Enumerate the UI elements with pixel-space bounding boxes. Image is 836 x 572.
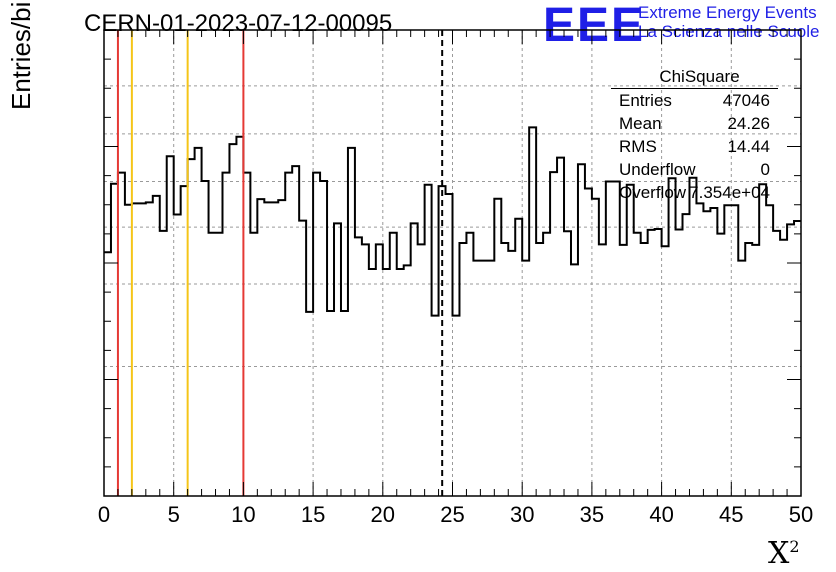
x-tick-label: 0	[98, 502, 110, 527]
x-tick-label: 30	[510, 502, 534, 527]
eee-logo: EEE	[543, 0, 646, 52]
x-axis-label-sup: 2	[789, 537, 800, 556]
stats-value: 7.354e+04	[689, 183, 770, 202]
x-tick-label: 5	[168, 502, 180, 527]
stats-label: Entries	[619, 91, 672, 110]
stats-label: Underflow	[619, 160, 696, 179]
x-tick-label: 50	[789, 502, 813, 527]
stats-row: RMS 14.44	[611, 135, 778, 158]
stats-row: Overflow 7.354e+04	[611, 181, 778, 204]
stats-value: 0	[760, 160, 770, 179]
x-axis-label: X2	[768, 536, 800, 571]
histogram-series	[104, 126, 801, 317]
stats-box: ChiSquare Entries 47046 Mean 24.26 RMS 14.44 U…	[611, 66, 778, 204]
x-tick-label: 45	[719, 502, 743, 527]
stats-value: 47046	[722, 91, 770, 110]
stats-title: ChiSquare	[611, 66, 778, 89]
stats-row: Underflow 0	[611, 158, 778, 181]
x-axis-label-main: X	[768, 536, 790, 571]
marker-lines	[116, 30, 444, 496]
stats-value: 14.44	[727, 137, 770, 156]
stats-rows: Entries 47046 Mean 24.26 RMS 14.44 Underflow 0 O…	[611, 89, 778, 204]
stats-label: RMS	[619, 137, 657, 156]
x-tick-label: 35	[580, 502, 604, 527]
axes: 0 5 10 15 20 25 30 35 40 45 50	[98, 29, 813, 527]
logo-line1: Extreme Energy Events	[638, 3, 817, 22]
stats-label: Overflow	[619, 183, 687, 202]
stats-row: Entries 47046	[611, 89, 778, 112]
stats-row: Mean 24.26	[611, 112, 778, 135]
histogram-line	[104, 126, 801, 317]
x-tick-label: 25	[440, 502, 464, 527]
x-tick-label: 40	[649, 502, 673, 527]
x-tick-label: 15	[301, 502, 325, 527]
logo-line2: La Scienza nelle Scuole	[638, 22, 820, 41]
x-tick-label: 10	[231, 502, 255, 527]
stats-value: 24.26	[727, 114, 770, 133]
eee-logo-text: Extreme Energy Events La Scienza nelle S…	[638, 3, 819, 41]
stats-label: Mean	[619, 114, 662, 133]
x-tick-label: 20	[371, 502, 395, 527]
